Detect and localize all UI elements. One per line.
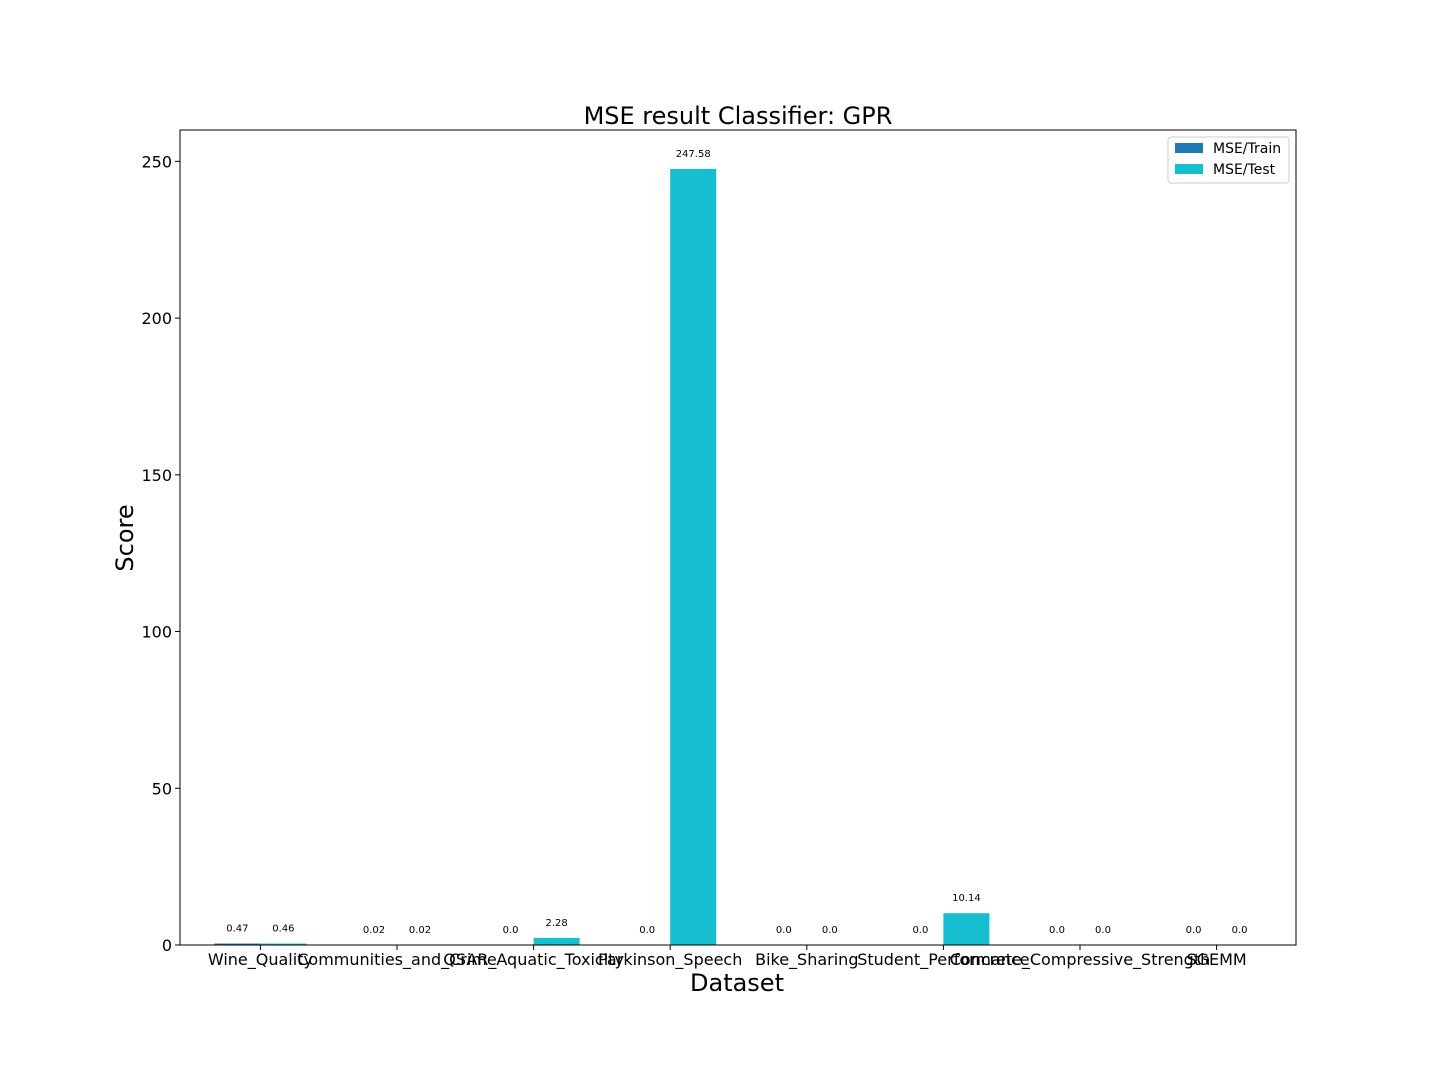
bar-label-test-2: 2.28 [545, 918, 567, 929]
bar-label-train-2: 0.0 [503, 925, 519, 936]
bar-test-2 [533, 937, 580, 945]
x-tick-label-5: Student_Performance [857, 950, 1029, 970]
bar-test-5 [943, 913, 990, 945]
legend-swatch-test [1175, 164, 1203, 174]
y-tick-label-0: 0 [162, 936, 172, 955]
legend-swatch-train [1175, 143, 1203, 153]
y-axis-title: Score [111, 504, 139, 571]
bar-label-train-3: 0.0 [639, 925, 655, 936]
bar-label-test-1: 0.02 [409, 925, 431, 936]
plot-frame [179, 129, 1297, 946]
legend-label-train: MSE/Train [1213, 141, 1281, 157]
bar-test-3 [670, 168, 717, 945]
bar-label-train-4: 0.0 [776, 925, 792, 936]
y-tick-label-2: 100 [141, 623, 172, 642]
x-tick-label-7: SGEMM [1186, 950, 1246, 969]
legend: MSE/Train MSE/Test [1167, 136, 1290, 184]
x-tick-label-3: Parkinson_Speech [598, 950, 742, 970]
bar-label-test-6: 0.0 [1095, 925, 1111, 936]
bar-label-train-6: 0.0 [1049, 925, 1065, 936]
bar-labels-layer: 0.47 0.02 0.0 0.0 0.0 0.0 0.0 0.0 0.46 0.02 2.28 24… [226, 149, 1247, 936]
y-axis: 0 50 100 150 200 250 [141, 152, 180, 955]
bar-label-train-1: 0.02 [363, 925, 385, 936]
bar-label-test-4: 0.0 [822, 925, 838, 936]
chart-title: MSE result Classifier: GPR [584, 102, 893, 130]
bars-layer [214, 168, 990, 945]
bar-label-test-7: 0.0 [1232, 925, 1248, 936]
x-tick-label-1: Communities_and_Crime [297, 950, 496, 970]
bar-label-test-0: 0.46 [272, 924, 294, 935]
x-tick-label-2: QSAR_Aquatic_Toxicity [443, 950, 624, 970]
bar-test-0 [260, 943, 307, 945]
bar-label-test-3: 247.58 [676, 149, 711, 160]
x-tick-label-6: Concrete_Compressive_Strength [950, 950, 1211, 970]
legend-label-test: MSE/Test [1213, 162, 1276, 178]
x-tick-label-0: Wine_Quality [208, 950, 313, 970]
y-tick-label-3: 150 [141, 466, 172, 485]
bar-label-train-7: 0.0 [1186, 925, 1202, 936]
x-axis-title: Dataset [690, 969, 784, 997]
x-axis: Wine_QualityCommunities_and_CrimeQSAR_Aq… [208, 945, 1247, 970]
bar-label-train-0: 0.47 [226, 924, 248, 935]
bar-label-train-5: 0.0 [912, 925, 928, 936]
bar-label-test-5: 10.14 [952, 893, 981, 904]
bar-train-0 [214, 943, 261, 945]
y-tick-label-5: 250 [141, 152, 172, 171]
y-tick-label-1: 50 [152, 779, 172, 798]
x-tick-label-4: Bike_Sharing [755, 950, 858, 970]
y-tick-label-4: 200 [141, 309, 172, 328]
